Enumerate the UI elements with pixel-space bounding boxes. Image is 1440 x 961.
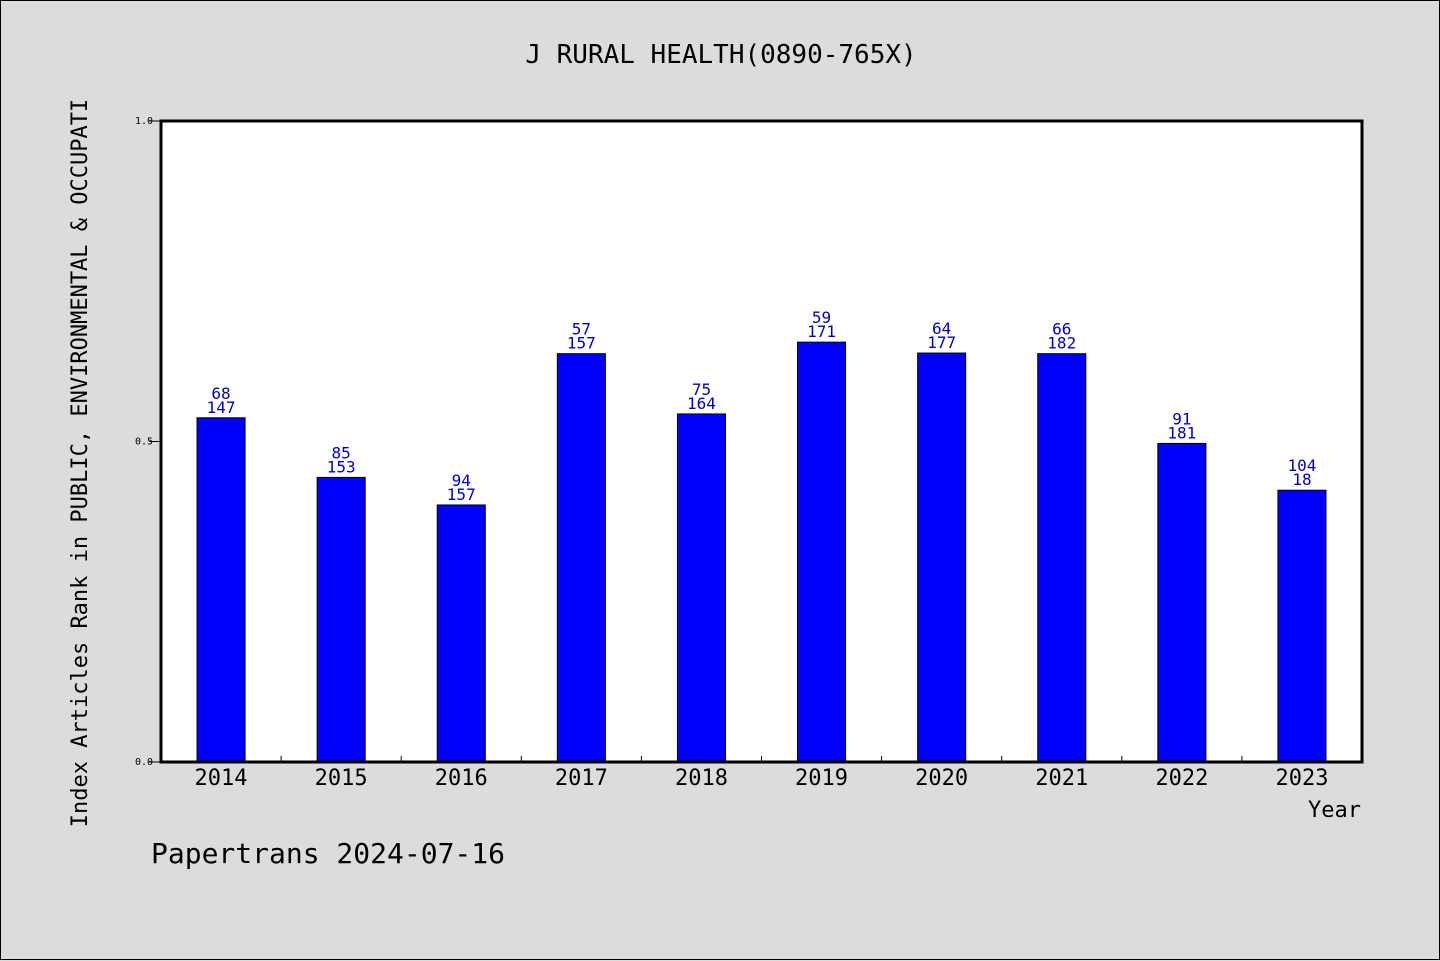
chart-title: J RURAL HEALTH(0890-765X) — [525, 40, 916, 70]
bar-2017 — [556, 353, 606, 763]
bar-2021 — [1037, 353, 1087, 763]
bar-rank-label-2018: 75 — [692, 380, 711, 399]
bar-total-label-2023: 18 — [1292, 470, 1311, 489]
bar-total-label-2017: 157 — [567, 334, 596, 353]
bar-2018 — [676, 413, 726, 763]
x-tick-label-2017: 2017 — [555, 766, 608, 791]
y-tick-label: 0.0 — [135, 757, 153, 768]
bar-total-label-2019: 171 — [807, 322, 836, 341]
bar-total-label-2020: 177 — [927, 333, 956, 352]
y-axis-label: Index Articles Rank in PUBLIC, ENVIRONME… — [68, 99, 93, 827]
bar-total-label-2021: 182 — [1047, 334, 1076, 353]
x-tick-label-2022: 2022 — [1155, 766, 1208, 791]
bar-rank-label-2016: 94 — [452, 471, 471, 490]
bar-2014 — [196, 417, 246, 763]
bar-2015 — [316, 476, 366, 763]
plot-border — [159, 119, 1364, 764]
bar-rank-label-2023: 104 — [1287, 456, 1316, 475]
x-axis-label: Year — [1308, 798, 1361, 823]
bar-rank-label-2021: 66 — [1052, 320, 1071, 339]
x-tick-label-2018: 2018 — [675, 766, 728, 791]
x-tick-label-2014: 2014 — [195, 766, 248, 791]
x-tick-label-2015: 2015 — [315, 766, 368, 791]
bar-total-label-2015: 153 — [327, 457, 356, 476]
bar-2016 — [436, 504, 486, 763]
y-tick-label: 0.5 — [135, 437, 153, 448]
x-tick-label-2016: 2016 — [435, 766, 488, 791]
x-tick-label-2021: 2021 — [1035, 766, 1088, 791]
bar-2023 — [1277, 489, 1327, 763]
bars-group — [196, 341, 1327, 763]
bar-rank-label-2022: 91 — [1172, 409, 1191, 428]
y-axis-ticks: 0.0 0.5 1.0 — [135, 116, 161, 768]
bar-total-label-2018: 164 — [687, 394, 716, 413]
bar-total-label-2022: 181 — [1167, 423, 1196, 442]
bar-2022 — [1157, 442, 1207, 763]
bar-2019 — [797, 341, 847, 763]
x-axis-ticks: 2014 2015 2016 2017 2018 2019 2020 2021 2022 2023 — [195, 756, 1328, 791]
bar-rank-label-2015: 85 — [332, 443, 351, 462]
bar-rank-label-2019: 59 — [812, 308, 831, 327]
footer-credit: Papertrans 2024-07-16 — [151, 837, 505, 870]
bar-rank-label-2020: 64 — [932, 319, 951, 338]
bar-rank-label-2014: 68 — [211, 384, 230, 403]
bar-rank-label-2017: 57 — [572, 320, 591, 339]
bar-total-label-2014: 147 — [207, 398, 236, 417]
x-tick-label-2023: 2023 — [1275, 766, 1328, 791]
x-tick-label-2020: 2020 — [915, 766, 968, 791]
x-tick-label-2019: 2019 — [795, 766, 848, 791]
bar-2020 — [917, 352, 967, 763]
y-tick-label: 1.0 — [135, 116, 153, 127]
bar-total-label-2016: 157 — [447, 485, 476, 504]
